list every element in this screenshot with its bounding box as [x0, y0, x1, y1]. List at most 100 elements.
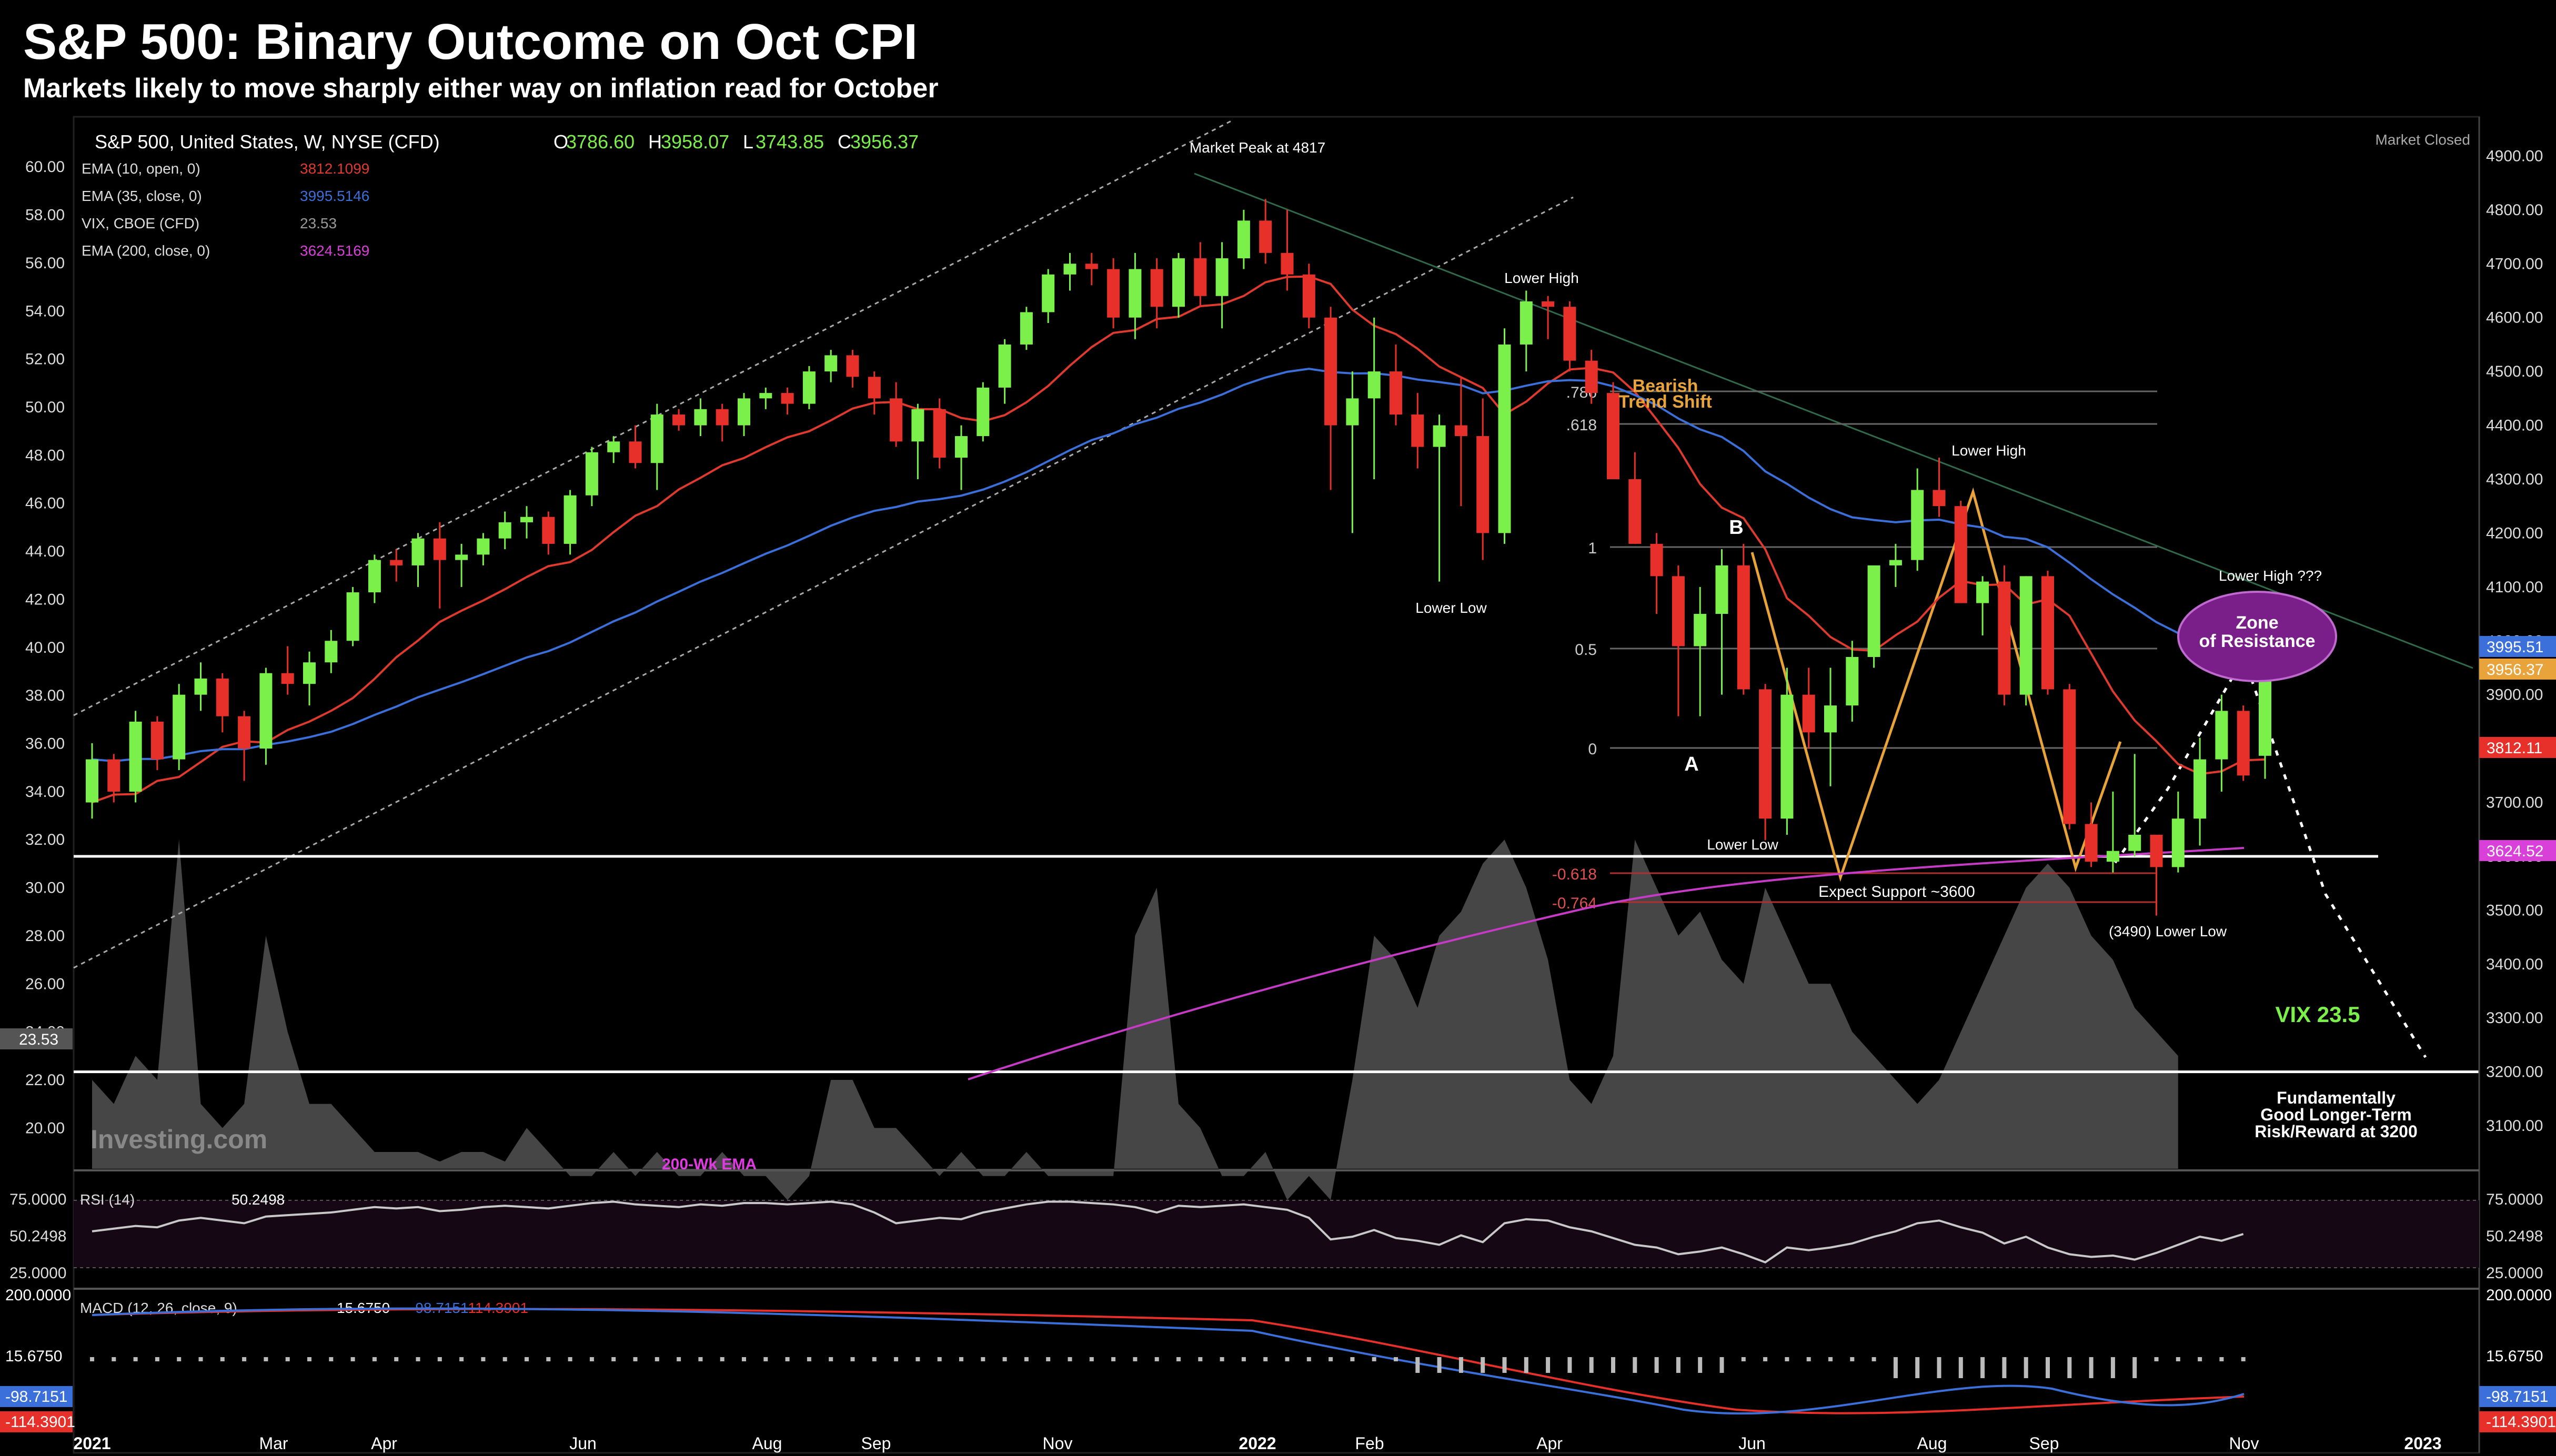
macd-histogram-bar [1241, 1357, 1246, 1361]
macd-histogram-bar [1893, 1357, 1898, 1378]
left-axis-tick: 26.00 [25, 975, 65, 993]
indicator-value: 3624.5169 [300, 242, 369, 259]
candle-body [194, 678, 207, 695]
macd-histogram-bar [2046, 1357, 2050, 1378]
annotation-label: Lower Low [1707, 836, 1778, 853]
macd-histogram-bar [698, 1357, 703, 1361]
candle-body [520, 517, 533, 522]
macd-histogram-bar [1850, 1357, 1855, 1361]
macd-histogram-bar [2198, 1357, 2202, 1361]
annotation-label: B [1729, 517, 1743, 539]
candle-body [542, 517, 555, 544]
x-axis-label: Jun [569, 1434, 597, 1453]
ohlc-key: H [648, 131, 662, 153]
candle-body [2019, 576, 2032, 695]
candle-body [1259, 220, 1272, 253]
macd-histogram-bar [1719, 1357, 1724, 1373]
candle-body [455, 554, 468, 560]
left-axis-tick: 28.00 [25, 927, 65, 945]
annotation-label: Fundamentally [2277, 1088, 2396, 1107]
candle-body [216, 678, 229, 716]
macd-histogram-bar [1394, 1357, 1398, 1361]
candle-body [346, 592, 359, 641]
price-tag [2479, 737, 2556, 758]
macd-histogram-bar [198, 1357, 203, 1361]
left-axis-tick: 48.00 [25, 447, 65, 464]
candle-body [2171, 818, 2185, 867]
macd-histogram-bar [763, 1357, 768, 1361]
macd-histogram-bar [264, 1357, 268, 1361]
rsi-value: 50.2498 [232, 1191, 285, 1208]
candle-body [650, 414, 663, 463]
macd-histogram-bar [1785, 1357, 1789, 1361]
right-axis-tick: 4100.00 [2486, 579, 2543, 596]
macd-histogram-bar [2241, 1357, 2246, 1361]
macd-histogram-bar [177, 1357, 182, 1361]
ohlc-key: C [838, 131, 851, 153]
macd-histogram-bar [1437, 1357, 1442, 1373]
macd-histogram-bar [481, 1357, 486, 1361]
macd-tick: 15.6750 [5, 1348, 62, 1365]
left-axis-tick: 50.00 [25, 399, 65, 416]
candle-body [1563, 307, 1576, 361]
left-axis-tick: 34.00 [25, 783, 65, 801]
candle-body [759, 393, 772, 399]
macd-histogram-bar [850, 1357, 855, 1361]
candle-layer [86, 199, 2271, 916]
macd-histogram-bar [242, 1357, 247, 1361]
macd-tick-right: -98.7151 [2486, 1388, 2548, 1406]
macd-histogram-bar [2219, 1357, 2224, 1361]
macd-histogram-bar [220, 1357, 225, 1361]
candle-body [998, 344, 1011, 388]
rsi-tick-right: 25.0000 [2486, 1265, 2543, 1282]
candle-body [1585, 360, 1598, 393]
macd-histogram-bar [1350, 1357, 1355, 1361]
macd-histogram-bar [1481, 1357, 1485, 1373]
macd-histogram-bar [1198, 1357, 1203, 1361]
candle-body [694, 409, 707, 426]
ohlc-value: 3958.07 [661, 131, 729, 153]
macd-histogram-bar [546, 1357, 551, 1361]
candle-body [303, 662, 316, 684]
vix-tag [0, 1028, 73, 1049]
left-axis-tick: 38.00 [25, 687, 65, 704]
candle-body [824, 355, 838, 372]
macd-histogram-bar [1415, 1357, 1420, 1373]
fib-label: 0 [1588, 741, 1597, 758]
macd-histogram-bar [1176, 1357, 1181, 1361]
candle-body [1780, 694, 1794, 819]
macd-tick-right: 200.0000 [2486, 1287, 2552, 1304]
macd-histogram-bar [1698, 1357, 1703, 1373]
candle-body [1194, 258, 1207, 296]
annotation-label: A [1684, 753, 1698, 775]
left-axis-tick: 56.00 [25, 255, 65, 272]
ohlc-value: 3956.37 [850, 131, 919, 153]
macd-tick-right: -114.3901 [2486, 1413, 2556, 1431]
x-axis-label: Apr [371, 1434, 397, 1453]
vix-tag-label: 23.53 [19, 1031, 58, 1048]
x-axis-label: Aug [752, 1434, 782, 1453]
annotation-label: Expect Support ~3600 [1818, 883, 1975, 901]
candle-body [259, 673, 273, 749]
macd-histogram-bar [915, 1357, 920, 1361]
candle-body [1672, 576, 1685, 646]
candle-body [1020, 312, 1033, 345]
candle-body [1954, 506, 1967, 603]
rsi-tick: 25.0000 [9, 1265, 66, 1282]
macd-histogram-bar [285, 1357, 290, 1361]
candle-body [563, 495, 577, 544]
candle-body [890, 398, 903, 442]
chart-subtitle: Markets likely to move sharply either wa… [23, 73, 939, 104]
macd-histogram-bar [1154, 1357, 1159, 1361]
annotation-label: Lower High [1951, 442, 2026, 459]
axis-layer: 4900.00 4800.00 4700.00 4600.00 4500.00 4400.… [0, 117, 2556, 1453]
candle-body [1824, 705, 1837, 733]
fib-label: -0.618 [1552, 866, 1597, 883]
macd-line [92, 1307, 2245, 1415]
candle-body [2063, 689, 2076, 824]
macd-histogram-bar [307, 1357, 311, 1361]
macd-histogram-bar [2132, 1357, 2137, 1378]
macd-histogram-bar [981, 1357, 985, 1361]
